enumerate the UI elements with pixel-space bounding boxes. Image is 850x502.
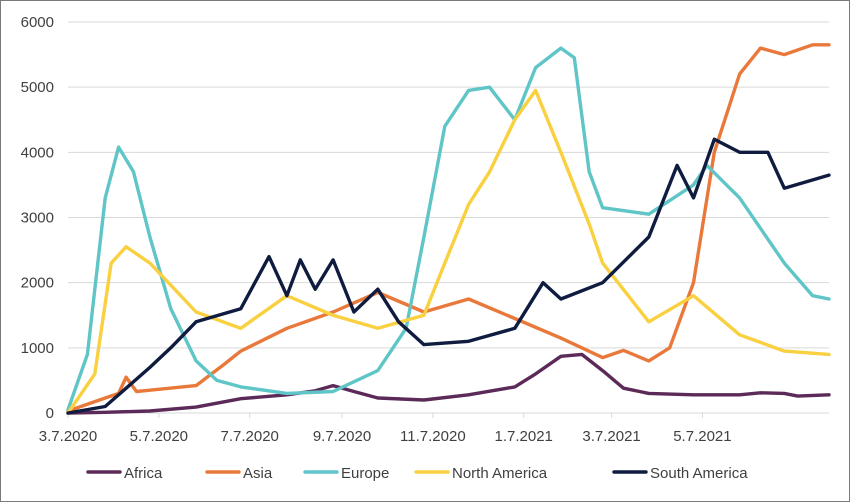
series-line-south-america — [66, 137, 831, 415]
x-tick-label: 3.7.2021 — [582, 428, 640, 445]
x-tick-label: 5.7.2021 — [673, 428, 731, 445]
series-line-asia — [66, 43, 831, 413]
y-tick-label: 3000 — [21, 210, 54, 227]
series-lines — [66, 43, 831, 415]
y-axis-ticks: 0 1000 2000 3000 4000 5000 6000 — [21, 14, 54, 422]
legend-label-europe: Europe — [341, 465, 389, 482]
y-tick-label: 4000 — [21, 144, 54, 161]
legend-label-north-america: North America — [452, 465, 548, 482]
legend-label-africa: Africa — [124, 465, 163, 482]
legend: Africa Asia Europe North America South Ameri… — [86, 465, 748, 482]
y-tick-label: 2000 — [21, 275, 54, 292]
x-tick-label: 3.7.2020 — [39, 428, 97, 445]
series-line-europe — [66, 46, 831, 412]
x-tick-label: 9.7.2020 — [313, 428, 371, 445]
legend-label-asia: Asia — [243, 465, 273, 482]
x-tick-label: 1.7.2021 — [495, 428, 553, 445]
y-tick-label: 0 — [46, 405, 54, 422]
x-axis-ticks: 3.7.2020 5.7.2020 7.7.2020 9.7.2020 11.7.202… — [39, 413, 732, 445]
gridlines — [68, 21, 829, 414]
x-tick-label: 7.7.2020 — [220, 428, 278, 445]
x-tick-label: 5.7.2020 — [130, 428, 188, 445]
x-tick-label: 11.7.2020 — [400, 428, 466, 445]
legend-label-south-america: South America — [650, 465, 748, 482]
y-tick-label: 5000 — [21, 79, 54, 96]
y-tick-label: 6000 — [21, 14, 54, 31]
series-line-africa — [66, 352, 831, 415]
series-line-north-america — [66, 88, 831, 415]
y-tick-label: 1000 — [21, 340, 54, 357]
